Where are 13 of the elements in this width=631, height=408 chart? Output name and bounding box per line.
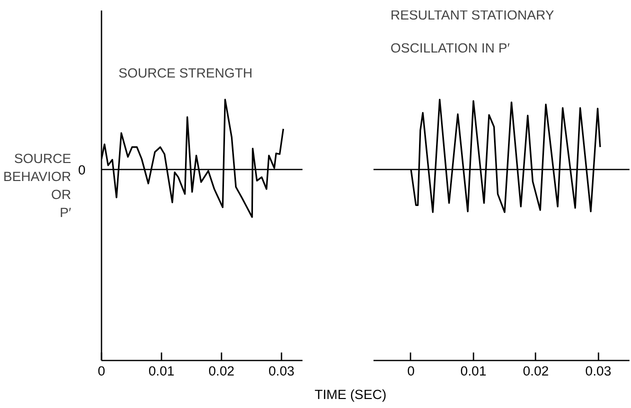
- x-tick-label: 0.02: [522, 364, 549, 378]
- y-axis-title: SOURCE BEHAVIOR OR P′: [3, 151, 72, 220]
- x-axis-title: TIME (SEC): [314, 386, 386, 404]
- x-tick-label: 0.01: [460, 364, 486, 378]
- ref-line-label: 0: [78, 162, 86, 178]
- x-tick-label: 0.02: [208, 364, 234, 378]
- x-tick-label: 0.03: [585, 364, 612, 378]
- x-tick-label: 0.01: [148, 364, 174, 378]
- chart-title: RESULTANT STATIONARY OSCILLATION IN P′: [390, 8, 554, 56]
- x-tick-label: 0.03: [268, 364, 294, 378]
- x-tick-label: 0: [407, 364, 415, 378]
- chart-title: SOURCE STRENGTH: [118, 66, 253, 80]
- x-tick-label: 0: [98, 364, 106, 378]
